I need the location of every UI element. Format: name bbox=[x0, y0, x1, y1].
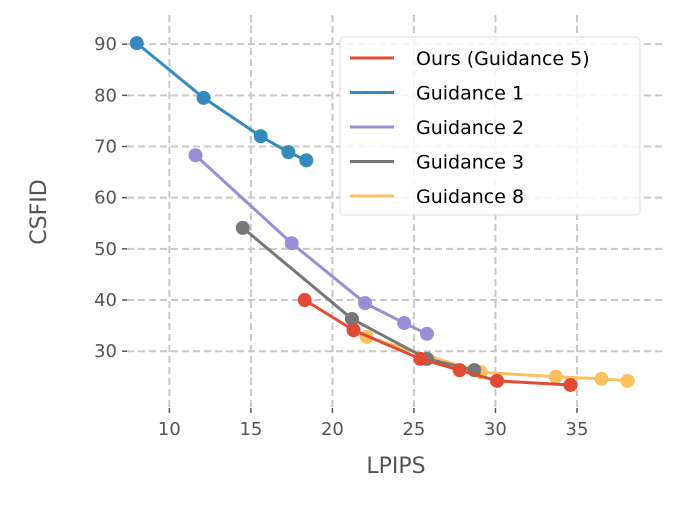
x-tick-label: 20 bbox=[321, 419, 344, 440]
data-point bbox=[284, 236, 299, 251]
x-tick-label: 15 bbox=[239, 419, 262, 440]
data-point bbox=[548, 369, 563, 384]
data-point bbox=[281, 145, 296, 160]
data-point bbox=[620, 373, 635, 388]
legend-entry: Ours (Guidance 5) bbox=[416, 48, 590, 70]
y-axis-label: CSFID bbox=[27, 179, 52, 244]
y-tick-label: 50 bbox=[94, 239, 117, 260]
data-point bbox=[358, 296, 373, 311]
data-point bbox=[253, 129, 268, 144]
data-point bbox=[344, 311, 359, 326]
data-point bbox=[196, 90, 211, 105]
ticks: 10 15 20 25 30 35 30 40 50 60 70 80 90 bbox=[94, 34, 588, 440]
series-line bbox=[135, 41, 307, 162]
series-guidance-1 bbox=[129, 36, 314, 168]
data-point bbox=[297, 293, 312, 308]
data-point bbox=[452, 363, 467, 378]
data-point bbox=[397, 316, 412, 331]
y-tick-label: 70 bbox=[94, 137, 117, 158]
data-point bbox=[235, 220, 250, 235]
data-point bbox=[563, 377, 578, 392]
legend-entry: Guidance 1 bbox=[416, 83, 524, 105]
x-tick-label: 10 bbox=[158, 419, 181, 440]
data-point bbox=[490, 373, 505, 388]
legend: Ours (Guidance 5) Guidance 1 Guidance 2 Gui… bbox=[339, 36, 641, 216]
x-tick-label: 30 bbox=[484, 419, 507, 440]
data-point bbox=[129, 36, 144, 51]
y-tick-label: 40 bbox=[94, 290, 117, 311]
legend-entry: Guidance 3 bbox=[416, 152, 524, 174]
legend-entry: Guidance 2 bbox=[416, 117, 524, 139]
legend-entry: Guidance 8 bbox=[416, 186, 524, 208]
data-point bbox=[413, 351, 428, 366]
y-tick-label: 60 bbox=[94, 188, 117, 209]
data-point bbox=[594, 371, 609, 386]
x-tick-label: 35 bbox=[566, 419, 589, 440]
series-line bbox=[241, 226, 475, 372]
series-line bbox=[303, 298, 571, 387]
x-tick-label: 25 bbox=[402, 419, 425, 440]
legend-box bbox=[339, 36, 641, 216]
series-guidance-2 bbox=[188, 148, 434, 341]
y-tick-label: 30 bbox=[94, 341, 117, 362]
x-axis-label: LPIPS bbox=[366, 454, 425, 479]
series-ours-guidance-5- bbox=[297, 293, 578, 392]
data-point bbox=[299, 153, 314, 168]
data-point bbox=[346, 323, 361, 338]
series-group bbox=[129, 36, 635, 392]
data-point bbox=[188, 148, 203, 163]
data-point bbox=[419, 326, 434, 341]
y-tick-label: 80 bbox=[94, 85, 117, 106]
y-tick-label: 90 bbox=[94, 34, 117, 55]
